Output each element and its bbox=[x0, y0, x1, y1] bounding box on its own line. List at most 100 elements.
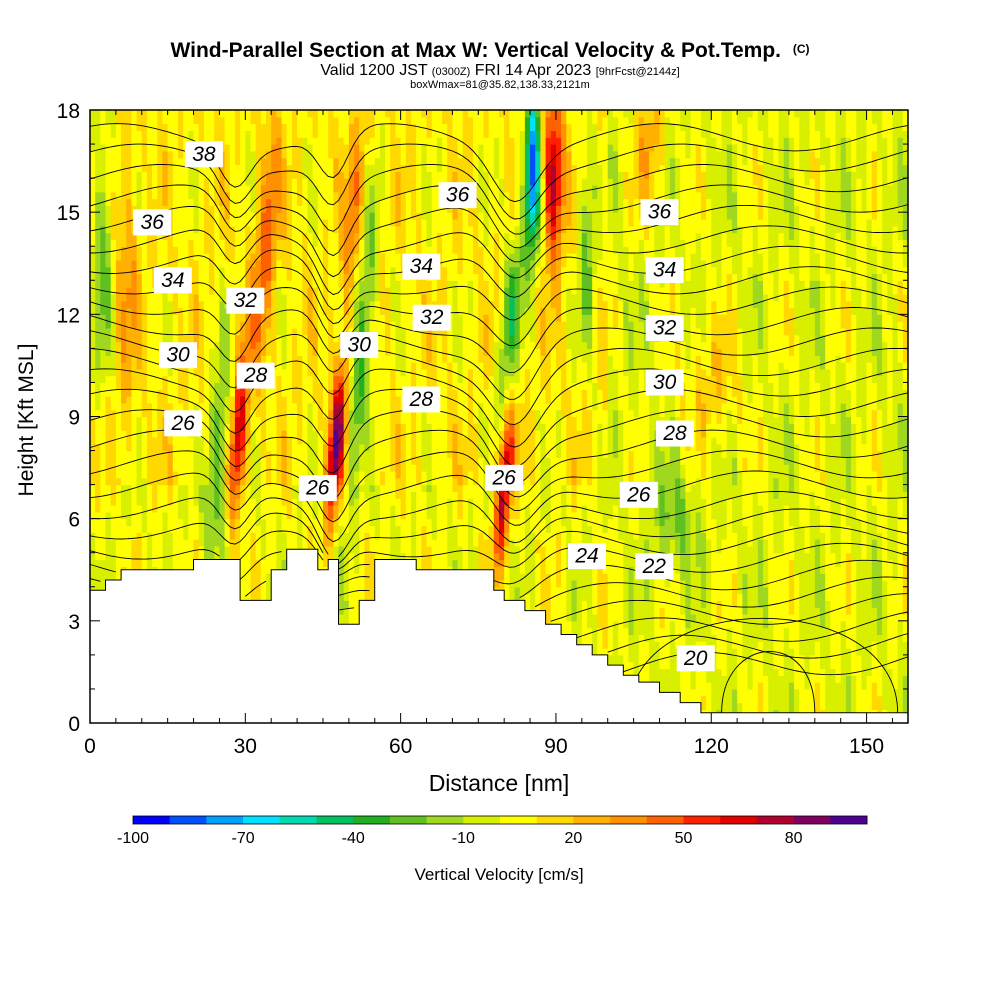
field-cell bbox=[260, 110, 267, 118]
field-cell bbox=[100, 280, 107, 288]
field-cell bbox=[359, 498, 365, 506]
field-cell bbox=[322, 314, 329, 322]
field-cell bbox=[369, 532, 376, 540]
field-cell bbox=[141, 300, 148, 309]
field-cell bbox=[286, 232, 293, 241]
field-cell bbox=[105, 212, 112, 220]
field-cell bbox=[136, 491, 143, 499]
field-cell bbox=[90, 355, 96, 363]
field-cell bbox=[364, 593, 371, 601]
field-cell bbox=[276, 300, 283, 309]
field-cell bbox=[162, 505, 169, 513]
field-cell bbox=[105, 184, 112, 193]
field-cell bbox=[162, 470, 169, 479]
field-cell bbox=[312, 225, 319, 234]
field-cell bbox=[343, 184, 350, 193]
field-cell bbox=[333, 307, 340, 315]
field-cell bbox=[291, 191, 298, 200]
field-cell bbox=[115, 375, 122, 384]
field-cell bbox=[271, 559, 277, 567]
field-cell bbox=[188, 443, 195, 452]
field-cell bbox=[126, 498, 133, 506]
field-cell bbox=[203, 396, 210, 404]
field-cell bbox=[152, 470, 158, 479]
field-cell bbox=[167, 164, 174, 172]
field-cell bbox=[100, 464, 107, 472]
field-cell bbox=[343, 566, 350, 574]
field-cell bbox=[364, 491, 371, 499]
field-cell bbox=[250, 178, 257, 186]
field-cell bbox=[224, 253, 231, 261]
field-cell bbox=[281, 457, 288, 465]
field-cell bbox=[307, 184, 314, 193]
field-cell bbox=[209, 212, 215, 220]
field-cell bbox=[354, 327, 360, 336]
field-cell bbox=[333, 157, 340, 166]
field-cell bbox=[312, 470, 319, 479]
field-cell bbox=[255, 525, 262, 533]
field-cell bbox=[348, 607, 355, 615]
field-cell bbox=[338, 307, 345, 315]
field-cell bbox=[369, 321, 376, 329]
field-cell bbox=[229, 144, 236, 152]
field-cell bbox=[255, 341, 262, 349]
field-cell bbox=[234, 246, 241, 254]
field-cell bbox=[338, 123, 345, 132]
field-cell bbox=[193, 539, 200, 547]
field-cell bbox=[322, 287, 329, 295]
field-cell bbox=[90, 137, 96, 145]
field-cell bbox=[260, 171, 267, 179]
field-cell bbox=[178, 484, 184, 493]
field-cell bbox=[193, 368, 200, 377]
field-cell bbox=[359, 287, 365, 295]
field-cell bbox=[286, 293, 293, 302]
field-cell bbox=[100, 266, 107, 275]
field-cell bbox=[141, 314, 148, 322]
field-cell bbox=[291, 362, 298, 370]
field-cell bbox=[255, 348, 262, 356]
field-cell bbox=[90, 225, 96, 234]
field-cell bbox=[245, 157, 252, 166]
field-cell bbox=[214, 205, 221, 213]
field-cell bbox=[214, 430, 221, 438]
field-cell bbox=[131, 341, 138, 349]
field-cell bbox=[307, 341, 314, 349]
field-cell bbox=[219, 300, 226, 309]
field-cell bbox=[297, 178, 303, 186]
field-cell bbox=[110, 402, 117, 411]
field-cell bbox=[219, 334, 226, 343]
field-cell bbox=[115, 368, 122, 377]
field-cell bbox=[271, 477, 277, 486]
field-cell bbox=[110, 423, 117, 431]
field-cell bbox=[374, 484, 381, 493]
field-cell bbox=[157, 539, 164, 547]
field-cell bbox=[229, 511, 236, 520]
field-cell bbox=[198, 457, 205, 465]
field-cell bbox=[95, 130, 101, 138]
field-cell bbox=[297, 212, 303, 220]
field-cell bbox=[354, 314, 360, 322]
field-cell bbox=[286, 450, 293, 458]
field-cell bbox=[115, 130, 122, 138]
field-cell bbox=[209, 253, 215, 261]
field-cell bbox=[333, 259, 340, 268]
field-cell bbox=[188, 491, 195, 499]
field-cell bbox=[260, 593, 267, 601]
field-cell bbox=[209, 259, 215, 268]
field-cell bbox=[234, 491, 241, 499]
field-cell bbox=[157, 484, 164, 493]
field-cell bbox=[312, 171, 319, 179]
field-cell bbox=[348, 389, 355, 397]
field-cell bbox=[312, 416, 319, 424]
field-cell bbox=[146, 321, 153, 329]
field-cell bbox=[126, 184, 133, 193]
field-cell bbox=[343, 389, 350, 397]
field-cell bbox=[131, 505, 138, 513]
field-cell bbox=[240, 450, 246, 458]
field-cell bbox=[260, 246, 267, 254]
field-cell bbox=[369, 566, 376, 574]
field-cell bbox=[234, 123, 241, 132]
field-cell bbox=[152, 164, 158, 172]
field-cell bbox=[286, 144, 293, 152]
field-cell bbox=[286, 300, 293, 309]
